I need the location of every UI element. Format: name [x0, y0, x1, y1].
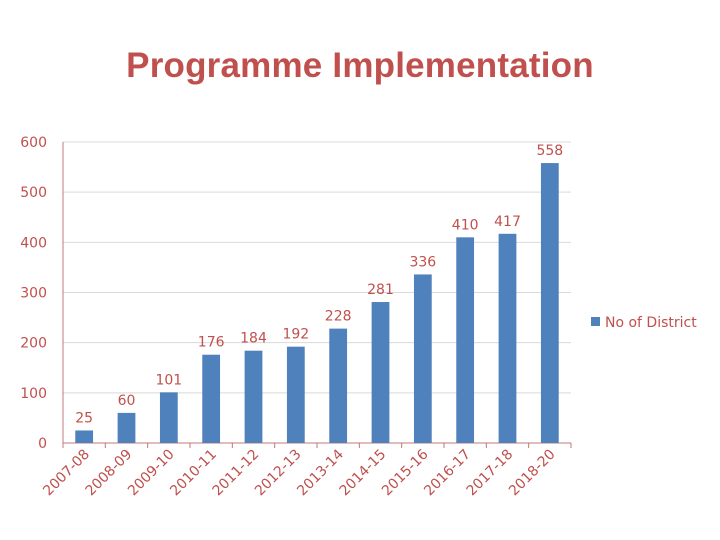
- bar: [117, 412, 136, 443]
- data-label: 228: [325, 309, 352, 325]
- y-tick-label: 600: [20, 135, 47, 151]
- bar: [159, 392, 178, 443]
- data-label: 101: [155, 372, 182, 388]
- x-tick-label: 2018-20: [506, 447, 559, 500]
- bar: [456, 237, 475, 443]
- bar: [540, 163, 559, 443]
- axes: [62, 142, 572, 448]
- data-label: 60: [118, 393, 136, 409]
- bars: [75, 163, 559, 443]
- bar: [329, 328, 348, 443]
- legend: No of District: [591, 315, 697, 331]
- data-label: 410: [452, 217, 479, 233]
- data-label: 558: [536, 143, 563, 159]
- data-label: 336: [409, 254, 436, 270]
- legend-swatch: [591, 317, 600, 326]
- bar: [413, 274, 432, 443]
- y-tick-label: 0: [38, 436, 47, 452]
- bar: [202, 354, 221, 443]
- y-tick-label: 400: [20, 235, 47, 251]
- x-axis-tick-labels: 2007-082008-092009-102010-112011-122012-…: [40, 446, 558, 499]
- data-label: 25: [75, 410, 93, 426]
- y-tick-label: 100: [20, 386, 47, 402]
- slide-title: Programme Implementation: [126, 46, 594, 85]
- data-label: 176: [198, 335, 225, 351]
- gridlines: [63, 141, 571, 394]
- bar: [244, 350, 263, 443]
- data-label: 192: [282, 327, 309, 343]
- bar: [286, 346, 305, 443]
- legend-label: No of District: [605, 315, 697, 331]
- y-axis-tick-labels: 0 100 200 300 400 500 600: [20, 135, 47, 452]
- data-label: 184: [240, 331, 267, 347]
- y-tick-label: 200: [20, 336, 47, 352]
- bar: [371, 302, 390, 443]
- y-tick-label: 300: [20, 286, 47, 302]
- data-label: 281: [367, 282, 394, 298]
- bar: [75, 430, 94, 443]
- data-label: 417: [494, 214, 521, 230]
- y-tick-label: 500: [20, 185, 47, 201]
- bar: [498, 233, 517, 443]
- data-labels: 25 60 101 176 184 192 228 281 336 410 417 558: [75, 143, 563, 426]
